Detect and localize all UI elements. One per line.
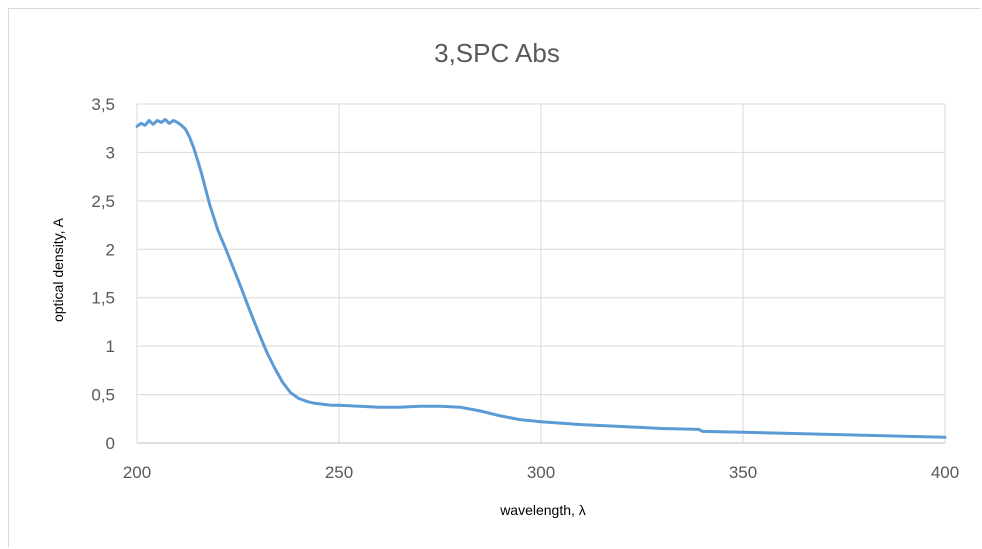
y-axis-ticks: 0 0,5 1 1,5 2 2,5 3 3,5 [91, 95, 115, 453]
x-tick-label: 250 [325, 463, 353, 482]
x-tick-label: 300 [527, 463, 555, 482]
x-axis-ticks: 200 250 300 350 400 [123, 463, 959, 482]
y-tick-label: 3 [106, 143, 115, 162]
x-tick-label: 350 [729, 463, 757, 482]
grid-lines [136, 103, 946, 444]
y-tick-label: 0,5 [91, 386, 115, 405]
y-tick-label: 0 [106, 434, 115, 453]
x-tick-label: 400 [931, 463, 959, 482]
chart-title: 3,SPC Abs [434, 38, 560, 68]
y-tick-label: 2,5 [91, 192, 115, 211]
absorbance-line [135, 118, 947, 439]
y-tick-label: 3,5 [91, 95, 115, 114]
y-axis-label: optical density, A [50, 217, 66, 322]
data-series [135, 118, 947, 439]
y-tick-label: 2 [106, 240, 115, 259]
x-axis-label: wavelength, λ [499, 502, 586, 518]
chart-frame [8, 8, 980, 547]
y-tick-label: 1,5 [91, 289, 115, 308]
x-tick-label: 200 [123, 463, 151, 482]
y-tick-label: 1 [106, 337, 115, 356]
